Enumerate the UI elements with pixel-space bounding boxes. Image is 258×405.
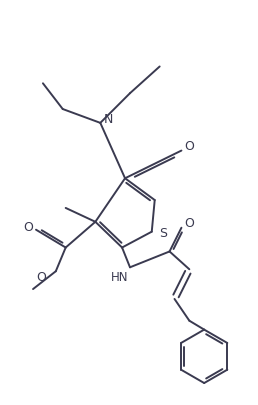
Text: O: O: [184, 217, 194, 230]
Text: O: O: [23, 221, 33, 234]
Text: HN: HN: [110, 271, 128, 284]
Text: O: O: [36, 271, 46, 284]
Text: S: S: [159, 227, 167, 240]
Text: O: O: [184, 140, 194, 153]
Text: N: N: [103, 113, 113, 126]
